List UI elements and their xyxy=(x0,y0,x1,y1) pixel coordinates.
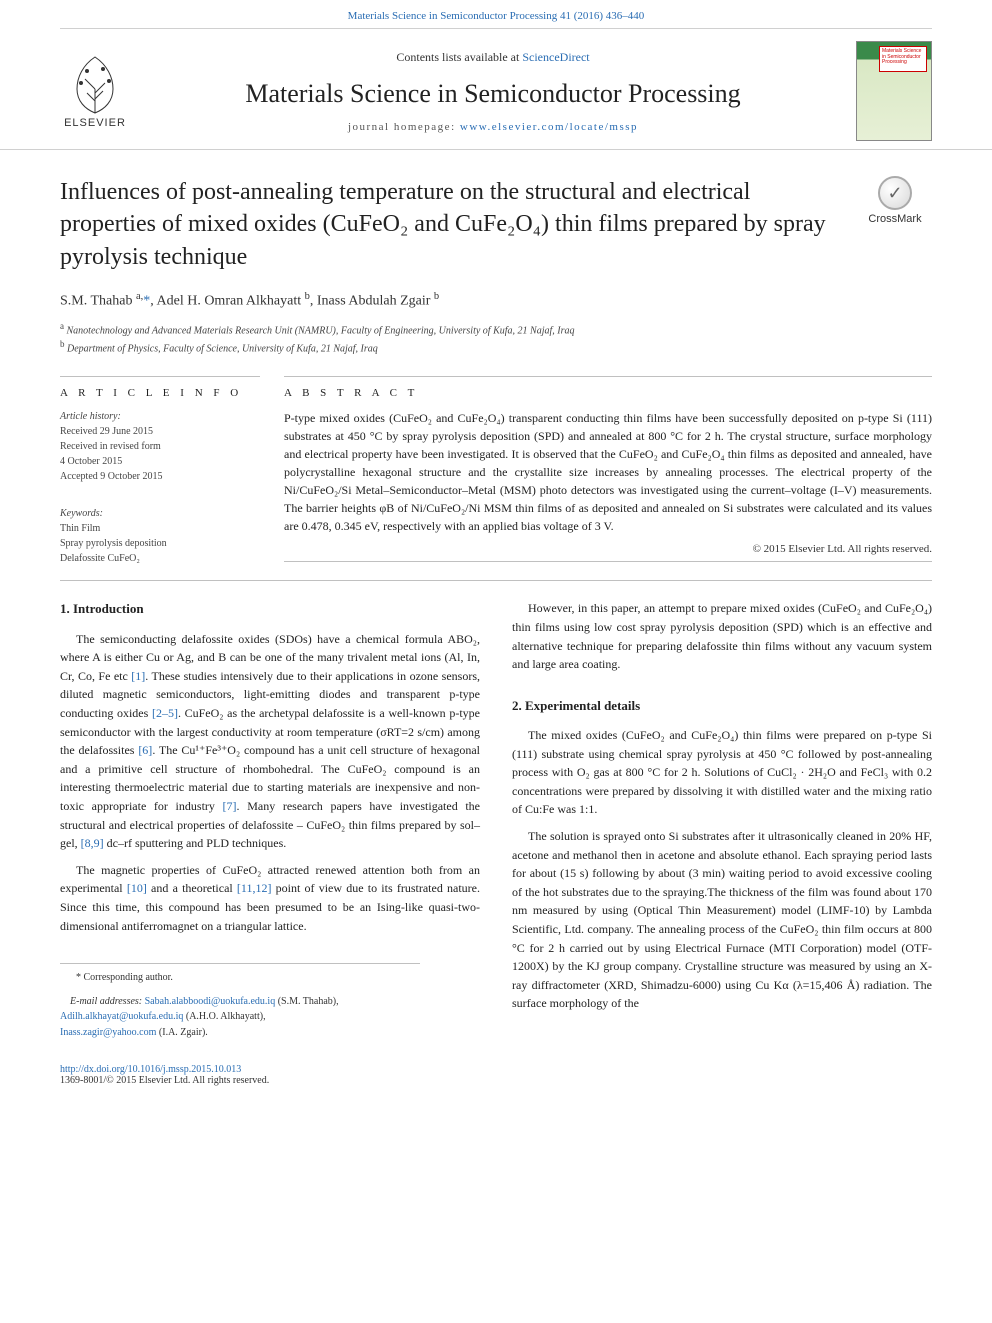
author-email-1[interactable]: Sabah.alabboodi@uokufa.edu.iq xyxy=(145,996,276,1007)
homepage-prefix: journal homepage: xyxy=(348,121,460,133)
elsevier-logo: ELSEVIER xyxy=(60,46,130,136)
revised-date-line1: Received in revised form xyxy=(60,439,260,454)
info-abstract-row: A R T I C L E I N F O Article history: R… xyxy=(0,370,992,576)
affiliation-b: Department of Physics, Faculty of Scienc… xyxy=(67,343,378,354)
experimental-paragraph-2: The solution is sprayed onto Si substrat… xyxy=(512,827,932,1013)
section-heading-experimental: 2. Experimental details xyxy=(512,696,932,716)
citation-ref-7[interactable]: [7] xyxy=(223,799,237,813)
crossmark-label: CrossMark xyxy=(868,213,921,225)
abstract-block: A B S T R A C T P-type mixed oxides (CuF… xyxy=(284,376,932,566)
corresponding-author-footnote: * Corresponding author. E-mail addresses… xyxy=(60,963,420,1040)
corresponding-author-label: * Corresponding author. xyxy=(60,970,420,986)
keyword-3: Delafossite CuFeO₂ xyxy=(60,551,260,566)
crossmark-icon: ✓ xyxy=(878,176,912,210)
citation-ref-11-12[interactable]: [11,12] xyxy=(237,881,272,895)
text-span: dc–rf sputtering and PLD techniques. xyxy=(104,836,287,850)
sciencedirect-link[interactable]: ScienceDirect xyxy=(522,50,589,64)
divider xyxy=(60,28,932,29)
abstract-heading: A B S T R A C T xyxy=(284,387,932,399)
body-column-right: However, in this paper, an attempt to pr… xyxy=(512,599,932,1048)
issn-copyright: 1369-8001/© 2015 Elsevier Ltd. All right… xyxy=(60,1075,269,1086)
revised-date-line2: 4 October 2015 xyxy=(60,454,260,469)
article-title: Influences of post-annealing temperature… xyxy=(60,176,840,273)
header-center: Contents lists available at ScienceDirec… xyxy=(130,50,856,133)
abstract-text: P-type mixed oxides (CuFeO₂ and CuFe₂O₄)… xyxy=(284,409,932,535)
email-who-1: (S.M. Thahab), xyxy=(275,996,338,1007)
section-heading-introduction: 1. Introduction xyxy=(60,599,480,619)
author-email-2[interactable]: Adilh.alkhayat@uokufa.edu.iq xyxy=(60,1011,183,1022)
text-span: and a theoretical xyxy=(147,881,237,895)
article-history-label: Article history: xyxy=(60,409,260,424)
crossmark-widget[interactable]: ✓ CrossMark xyxy=(858,176,932,225)
title-row: Influences of post-annealing temperature… xyxy=(0,150,992,277)
article-info-block: A R T I C L E I N F O Article history: R… xyxy=(60,376,260,566)
body-column-left: 1. Introduction The semiconducting delaf… xyxy=(60,599,480,1048)
journal-title: Materials Science in Semiconductor Proce… xyxy=(130,79,856,109)
received-date: Received 29 June 2015 xyxy=(60,424,260,439)
journal-homepage-link[interactable]: www.elsevier.com/locate/mssp xyxy=(460,121,638,133)
body-columns: 1. Introduction The semiconducting delaf… xyxy=(0,585,992,1056)
article-info-heading: A R T I C L E I N F O xyxy=(60,387,260,399)
elsevier-wordmark: ELSEVIER xyxy=(64,117,126,129)
intro-paragraph-2: The magnetic properties of CuFeO₂ attrac… xyxy=(60,861,480,935)
affiliations: a Nanotechnology and Advanced Materials … xyxy=(0,316,992,371)
keyword-1: Thin Film xyxy=(60,521,260,536)
doi-block: http://dx.doi.org/10.1016/j.mssp.2015.10… xyxy=(0,1056,992,1098)
journal-homepage-line: journal homepage: www.elsevier.com/locat… xyxy=(130,121,856,133)
journal-cover-thumbnail: Materials Science in Semiconductor Proce… xyxy=(856,41,932,141)
author-list: S.M. Thahab a,*, Adel H. Omran Alkhayatt… xyxy=(0,277,992,316)
abstract-copyright: © 2015 Elsevier Ltd. All rights reserved… xyxy=(284,543,932,555)
affiliation-a: Nanotechnology and Advanced Materials Re… xyxy=(67,325,575,336)
running-header-link[interactable]: Materials Science in Semiconductor Proce… xyxy=(348,10,645,22)
email-who-3: (I.A. Zgair). xyxy=(156,1027,207,1038)
intro-paragraph-1: The semiconducting delafossite oxides (S… xyxy=(60,630,480,853)
intro-paragraph-continued: However, in this paper, an attempt to pr… xyxy=(512,599,932,673)
citation-ref-2-5[interactable]: [2–5] xyxy=(152,706,178,720)
experimental-paragraph-1: The mixed oxides (CuFeO₂ and CuFe₂O₄) th… xyxy=(512,726,932,819)
author-email-3[interactable]: Inass.zagir@yahoo.com xyxy=(60,1027,156,1038)
accepted-date: Accepted 9 October 2015 xyxy=(60,469,260,484)
doi-link[interactable]: http://dx.doi.org/10.1016/j.mssp.2015.10… xyxy=(60,1064,241,1075)
keywords-label: Keywords: xyxy=(60,506,260,521)
citation-ref-8-9[interactable]: [8,9] xyxy=(81,836,104,850)
elsevier-tree-icon xyxy=(63,53,127,117)
citation-ref-10[interactable]: [10] xyxy=(127,881,147,895)
email-addresses-label: E-mail addresses: xyxy=(70,996,145,1007)
divider xyxy=(284,561,932,562)
email-who-2: (A.H.O. Alkhayatt), xyxy=(183,1011,265,1022)
running-header: Materials Science in Semiconductor Proce… xyxy=(0,0,992,28)
citation-ref-1[interactable]: [1] xyxy=(131,669,145,683)
contents-available-line: Contents lists available at ScienceDirec… xyxy=(130,50,856,65)
contents-prefix: Contents lists available at xyxy=(396,50,522,64)
journal-header: ELSEVIER Contents lists available at Sci… xyxy=(0,33,992,150)
divider xyxy=(60,580,932,581)
citation-ref-6[interactable]: [6] xyxy=(138,743,152,757)
keyword-2: Spray pyrolysis deposition xyxy=(60,536,260,551)
cover-title-box: Materials Science in Semiconductor Proce… xyxy=(879,46,927,72)
